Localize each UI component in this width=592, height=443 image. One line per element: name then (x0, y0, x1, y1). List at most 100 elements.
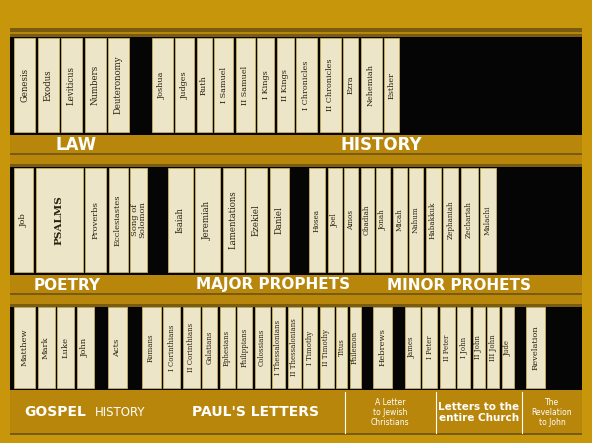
Text: Judges: Judges (181, 71, 188, 99)
Bar (288, 307, 301, 388)
Text: Revelation: Revelation (532, 325, 539, 370)
Bar (57, 307, 74, 388)
Bar (526, 307, 545, 388)
Text: Joel: Joel (330, 213, 339, 227)
Text: Numbers: Numbers (91, 65, 99, 105)
Text: Letters to the
entire Church: Letters to the entire Church (439, 402, 520, 423)
Text: Amos: Amos (347, 210, 355, 230)
Text: Habakkuk: Habakkuk (429, 201, 437, 239)
Bar (361, 38, 381, 132)
Text: Esther: Esther (388, 71, 395, 98)
Text: Lamentations: Lamentations (229, 190, 237, 249)
Text: I Samuel: I Samuel (220, 67, 227, 103)
Text: Zephaniah: Zephaniah (446, 201, 455, 239)
Text: HISTORY: HISTORY (95, 406, 145, 419)
Text: Daniel: Daniel (275, 206, 284, 234)
Bar (0, 435, 592, 443)
Text: Obadiah: Obadiah (363, 205, 371, 235)
Text: Leviticus: Leviticus (67, 66, 76, 105)
Text: Hosea: Hosea (313, 209, 321, 232)
Bar (10, 275, 582, 295)
Bar (130, 168, 147, 272)
Bar (255, 307, 269, 388)
Bar (10, 293, 582, 295)
Bar (10, 305, 582, 390)
Bar (220, 307, 234, 388)
Bar (349, 307, 361, 388)
Bar (480, 168, 496, 272)
Bar (439, 307, 455, 388)
Bar (197, 38, 211, 132)
Bar (108, 38, 129, 132)
Bar (336, 307, 347, 388)
Bar (0, 0, 10, 443)
Text: A Letter
to Jewish
Christians: A Letter to Jewish Christians (371, 398, 410, 427)
Text: Ephesians: Ephesians (223, 330, 231, 365)
Text: I Timothy: I Timothy (306, 330, 314, 365)
Text: Philemon: Philemon (351, 331, 359, 364)
Bar (0, 28, 592, 32)
Text: III John: III John (489, 334, 497, 361)
Text: Jonah: Jonah (379, 210, 387, 230)
Text: Mark: Mark (42, 336, 50, 359)
Bar (10, 304, 582, 307)
Bar (361, 168, 374, 272)
Bar (141, 307, 160, 388)
Bar (202, 307, 217, 388)
Bar (392, 168, 407, 272)
Text: HISTORY: HISTORY (341, 136, 423, 154)
Text: Genesis: Genesis (20, 68, 29, 102)
Bar (236, 38, 255, 132)
Bar (223, 168, 243, 272)
Bar (37, 38, 59, 132)
Bar (257, 38, 274, 132)
Bar (426, 168, 440, 272)
Bar (14, 38, 35, 132)
Bar (0, 0, 592, 28)
Text: POETRY: POETRY (34, 277, 101, 292)
Bar (10, 153, 582, 155)
Text: MAJOR PROPHETS: MAJOR PROPHETS (196, 277, 350, 292)
Bar (10, 433, 582, 435)
Bar (14, 307, 35, 388)
Bar (457, 307, 470, 388)
Bar (152, 38, 172, 132)
Bar (182, 307, 200, 388)
Bar (343, 38, 358, 132)
Bar (14, 168, 33, 272)
Text: II Peter: II Peter (443, 334, 451, 361)
Text: Galatians: Galatians (205, 331, 214, 364)
Bar (303, 307, 317, 388)
Text: Ezekiel: Ezekiel (252, 204, 261, 236)
Text: Acts: Acts (114, 338, 121, 357)
Text: Jude: Jude (504, 339, 511, 355)
Bar (195, 168, 220, 272)
Text: I Corinthians: I Corinthians (168, 324, 175, 371)
Text: Nahum: Nahum (412, 207, 420, 233)
Text: Deuteronomy: Deuteronomy (114, 56, 123, 114)
Bar (10, 35, 582, 135)
Text: PSALMS: PSALMS (54, 195, 63, 245)
Text: II Thessalonians: II Thessalonians (290, 319, 298, 377)
Bar (501, 307, 513, 388)
Text: I Kings: I Kings (262, 70, 269, 99)
Text: Romans: Romans (147, 333, 155, 362)
Text: I Chronicles: I Chronicles (303, 60, 310, 110)
Text: John: John (81, 338, 89, 357)
Bar (320, 38, 340, 132)
Text: Job: Job (20, 213, 27, 227)
Text: I John: I John (459, 337, 468, 358)
Bar (10, 34, 582, 37)
Bar (487, 307, 499, 388)
Text: GOSPEL: GOSPEL (24, 405, 86, 420)
Bar (461, 168, 478, 272)
Text: II Chronicles: II Chronicles (326, 59, 334, 111)
Bar (168, 168, 192, 272)
Text: Luke: Luke (62, 337, 69, 358)
Text: The
Revelation
to John: The Revelation to John (532, 398, 572, 427)
Bar (472, 307, 484, 388)
Text: Exodus: Exodus (43, 69, 53, 101)
Text: LAW: LAW (55, 136, 96, 154)
Text: PAUL'S LETTERS: PAUL'S LETTERS (191, 405, 318, 420)
Bar (214, 38, 233, 132)
